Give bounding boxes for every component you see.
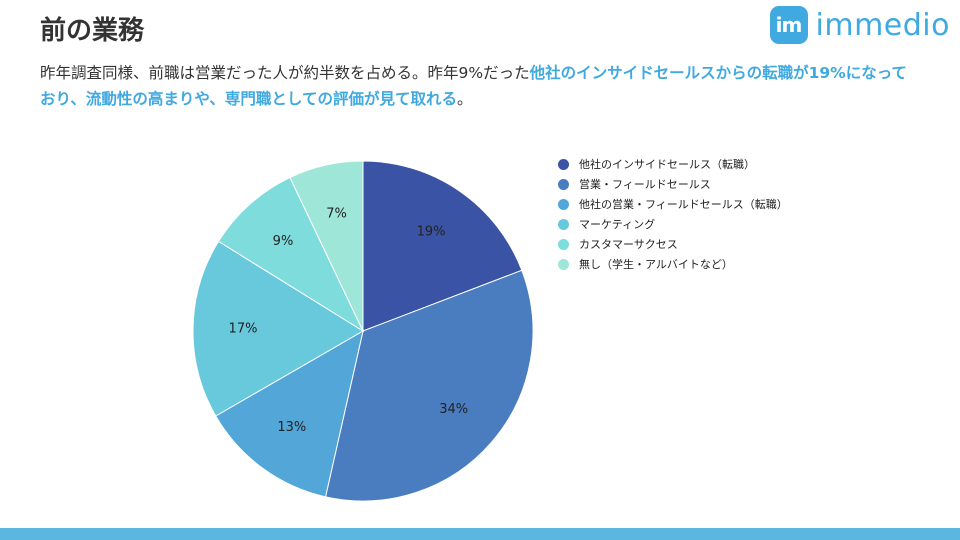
legend-label-3: マーケティング: [579, 218, 656, 231]
legend-dot-2: [558, 199, 569, 210]
pie-slice-2: [215, 329, 364, 498]
pie-slice-0: [362, 160, 523, 332]
lead-highlight: 他社のインサイドセールスからの転職が19%になっており、流動性の高まりや、専門職…: [40, 64, 907, 108]
legend-item-4: カスタマーサクセス: [558, 238, 788, 251]
legend-label-0: 他社のインサイドセールス（転職）: [579, 158, 755, 171]
legend-item-3: マーケティング: [558, 218, 788, 231]
legend-label-2: 他社の営業・フィールドセールス（転職）: [579, 198, 788, 211]
legend-item-2: 他社の営業・フィールドセールス（転職）: [558, 198, 788, 211]
legend-dot-1: [558, 179, 569, 190]
brand-logo: im immedio: [769, 6, 950, 44]
legend-dot-4: [558, 239, 569, 250]
pie-slice-label-1: 34%: [439, 402, 468, 417]
legend-item-1: 営業・フィールドセールス: [558, 178, 788, 191]
page-title: 前の業務: [40, 16, 145, 46]
legend-label-4: カスタマーサクセス: [579, 238, 678, 251]
legend-dot-0: [558, 159, 569, 170]
pie-slice-label-3: 17%: [229, 322, 258, 337]
pie-slice-label-5: 7%: [326, 206, 347, 221]
legend-dot-5: [558, 259, 569, 270]
logo-text: immedio: [815, 7, 950, 43]
pie-slice-1: [324, 269, 534, 502]
pie-slice-label-0: 19%: [417, 225, 446, 240]
pie-slice-label-2: 13%: [277, 420, 306, 435]
footer-bar: [0, 528, 960, 540]
legend-label-5: 無し（学生・アルバイトなど）: [579, 258, 733, 271]
legend-dot-3: [558, 219, 569, 230]
lead-plain-1: 昨年調査同様、前職は営業だった人が約半数を占める。昨年9%だった: [40, 64, 530, 82]
pie-slice-4: [217, 176, 365, 333]
legend-item-0: 他社のインサイドセールス（転職）: [558, 158, 788, 171]
chart-legend: 他社のインサイドセールス（転職） 営業・フィールドセールス他社の営業・フィールドセ…: [558, 158, 788, 278]
lead-plain-2: 。: [456, 90, 473, 108]
legend-label-1: 営業・フィールドセールス: [579, 178, 711, 191]
logo-mark-icon: im: [769, 6, 808, 44]
pie-slice-5: [289, 160, 364, 332]
pie-slice-label-4: 9%: [273, 234, 294, 249]
legend-item-5: 無し（学生・アルバイトなど）: [558, 258, 788, 271]
lead-text: 昨年調査同様、前職は営業だった人が約半数を占める。昨年9%だった他社のインサイド…: [40, 60, 920, 112]
pie-slice-3: [192, 240, 364, 417]
